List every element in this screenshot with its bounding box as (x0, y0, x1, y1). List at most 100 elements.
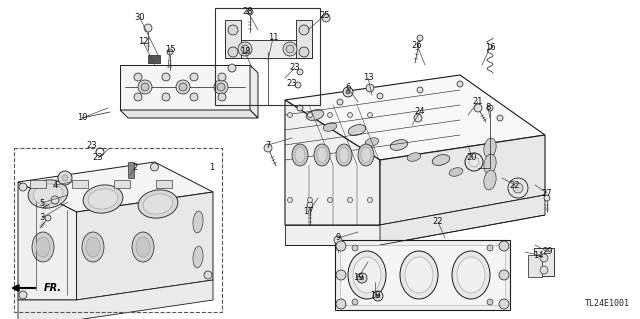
Circle shape (62, 175, 68, 181)
Text: 2: 2 (132, 164, 138, 173)
Ellipse shape (193, 246, 203, 268)
Ellipse shape (88, 189, 118, 209)
Text: 28: 28 (243, 8, 253, 17)
Circle shape (334, 236, 342, 244)
Text: 24: 24 (415, 108, 425, 116)
Ellipse shape (405, 257, 433, 293)
Ellipse shape (33, 184, 63, 204)
Circle shape (190, 73, 198, 81)
Ellipse shape (32, 232, 54, 262)
Ellipse shape (484, 138, 496, 158)
Ellipse shape (400, 251, 438, 299)
Circle shape (343, 87, 353, 97)
Text: 18: 18 (240, 48, 250, 56)
Text: 8: 8 (485, 103, 491, 113)
Bar (14, 148, 222, 312)
Circle shape (134, 93, 142, 101)
Text: 12: 12 (138, 38, 148, 47)
Text: 7: 7 (266, 140, 271, 150)
Circle shape (144, 24, 152, 32)
Ellipse shape (484, 170, 496, 190)
Circle shape (487, 105, 493, 111)
Ellipse shape (193, 211, 203, 233)
Text: 23: 23 (86, 140, 97, 150)
Text: 17: 17 (303, 207, 314, 217)
Ellipse shape (484, 154, 496, 174)
Text: 11: 11 (268, 33, 278, 42)
Bar (528, 255, 542, 277)
Circle shape (283, 42, 297, 56)
Circle shape (176, 80, 190, 94)
Bar (335, 240, 510, 310)
Circle shape (297, 105, 303, 111)
Circle shape (348, 113, 353, 117)
Text: 15: 15 (164, 46, 175, 55)
Circle shape (286, 45, 294, 53)
Circle shape (457, 81, 463, 87)
Circle shape (337, 99, 343, 105)
Ellipse shape (336, 144, 352, 166)
Circle shape (299, 47, 309, 57)
Circle shape (474, 104, 482, 112)
Circle shape (346, 90, 350, 94)
Text: 19: 19 (353, 273, 364, 283)
Circle shape (228, 47, 238, 57)
Circle shape (377, 93, 383, 99)
Circle shape (366, 84, 374, 92)
Circle shape (373, 291, 383, 301)
Ellipse shape (348, 251, 386, 299)
Circle shape (307, 202, 313, 208)
Bar (128, 162, 134, 178)
Circle shape (51, 196, 59, 204)
Circle shape (179, 83, 187, 91)
Circle shape (19, 183, 27, 191)
Circle shape (307, 197, 312, 203)
Ellipse shape (136, 237, 150, 257)
Ellipse shape (361, 147, 371, 162)
Circle shape (417, 35, 423, 41)
Circle shape (367, 197, 372, 203)
Ellipse shape (83, 185, 123, 213)
Polygon shape (380, 135, 545, 225)
Text: 4: 4 (52, 181, 58, 189)
Circle shape (348, 197, 353, 203)
Circle shape (218, 73, 226, 81)
Text: 10: 10 (77, 114, 87, 122)
Circle shape (352, 245, 358, 251)
Circle shape (150, 163, 159, 171)
Ellipse shape (365, 138, 379, 146)
Text: 23: 23 (290, 63, 300, 72)
Circle shape (287, 113, 292, 117)
Ellipse shape (358, 144, 374, 166)
Circle shape (138, 80, 152, 94)
Circle shape (544, 195, 550, 201)
Ellipse shape (314, 144, 330, 166)
Circle shape (238, 42, 252, 56)
Circle shape (287, 197, 292, 203)
Ellipse shape (306, 110, 324, 120)
Circle shape (247, 9, 253, 15)
Ellipse shape (353, 257, 381, 293)
Bar (225, 40, 312, 58)
Circle shape (367, 113, 372, 117)
Text: TL24E1001: TL24E1001 (585, 299, 630, 308)
Polygon shape (250, 65, 258, 118)
Text: 20: 20 (467, 153, 477, 162)
Circle shape (357, 273, 367, 283)
Bar (225, 20, 241, 58)
Circle shape (414, 114, 422, 122)
Ellipse shape (138, 190, 178, 218)
Circle shape (19, 291, 27, 299)
Polygon shape (380, 195, 545, 245)
Polygon shape (18, 280, 213, 319)
Circle shape (134, 73, 142, 81)
Circle shape (499, 299, 509, 309)
Text: 19: 19 (370, 292, 380, 300)
Polygon shape (120, 110, 258, 118)
Circle shape (241, 45, 249, 53)
Polygon shape (18, 182, 77, 300)
Circle shape (228, 64, 236, 72)
Ellipse shape (132, 232, 154, 262)
Circle shape (162, 73, 170, 81)
Ellipse shape (449, 168, 463, 176)
